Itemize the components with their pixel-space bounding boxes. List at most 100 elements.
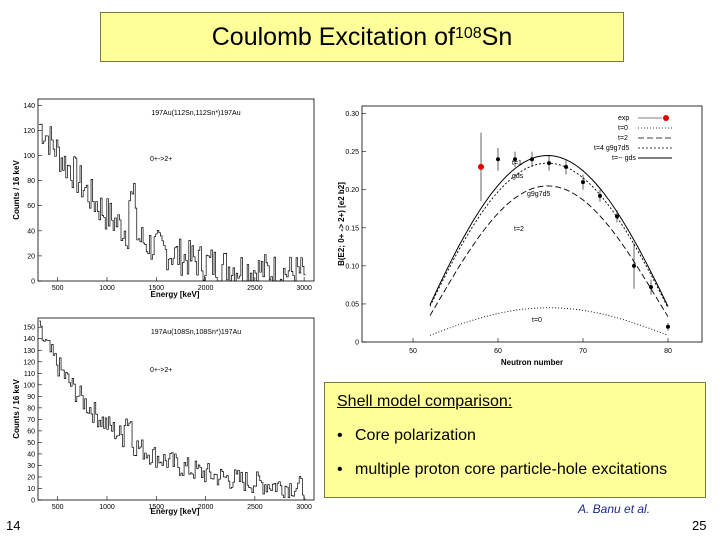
- x-tick-label: 1500: [148, 504, 164, 511]
- y-tick-label: 0: [31, 498, 35, 505]
- y-tick-label: 110: [24, 371, 35, 378]
- y-tick-label: 90: [27, 394, 35, 401]
- y-tick-label: 0: [31, 279, 35, 286]
- x-tick-label: 1500: [148, 285, 164, 292]
- bottom-x-label: Energy [keV]: [151, 507, 200, 516]
- y-tick-label: 0: [355, 340, 359, 347]
- shell-heading: Shell model comparison:: [337, 393, 513, 410]
- bottom-reaction-label: 197Au(108Sn,108Sn*)197Au: [151, 329, 241, 336]
- top-transition-label: 0+->2+: [150, 156, 172, 163]
- y-tick-label: 30: [27, 463, 35, 470]
- x-tick-label: 1000: [99, 504, 115, 511]
- x-tick-label: 2000: [198, 285, 214, 292]
- x-tick-label: 500: [52, 285, 64, 292]
- legend-exp: exp: [618, 115, 629, 122]
- be2-data-point: [632, 263, 636, 268]
- be2-data-point: [581, 180, 585, 185]
- bullet-text: Core polarization: [355, 427, 476, 444]
- be2-data-point-exp: [478, 163, 484, 170]
- credit-text: A. Banu et al.: [578, 502, 651, 516]
- spectrum-top: 197Au(112Sn,112Sn*)197Au 0+->2+ 0 20 40 60 8…: [10, 95, 322, 300]
- be2-data-point: [666, 324, 670, 329]
- y-tick-label: 150: [23, 325, 35, 332]
- x-tick-label: 2500: [247, 504, 263, 511]
- be2-data-point: [496, 157, 500, 162]
- be2-data-point: [513, 157, 517, 162]
- y-tick-label: 50: [27, 440, 35, 447]
- y-tick-label: 60: [27, 203, 35, 210]
- y-tick-label: 120: [23, 359, 35, 366]
- spectrum-bottom: 197Au(108Sn,108Sn*)197Au 0+->2+ 0 10 20 30 4…: [10, 314, 322, 519]
- y-tick-label: 120: [23, 128, 35, 135]
- label-gds: gds: [512, 173, 524, 180]
- x-tick-label: 50: [409, 348, 417, 355]
- top-x-ticks: 500 1000 1500 2000 2500 3000: [52, 277, 312, 292]
- shell-model-box: Shell model comparison: • Core polarizati…: [324, 382, 706, 498]
- bottom-y-ticks: 0 10 20 30 40 50 60 70 80 90 100 110 120 130 140 150: [23, 325, 42, 505]
- be2-legend: exp t=0 t=2 t=4 g9g7d5 t=-- gds: [594, 115, 672, 162]
- x-tick-label: 80: [664, 348, 672, 355]
- x-tick-label: 3000: [296, 504, 312, 511]
- y-tick-label: 0.05: [345, 301, 359, 308]
- shell-bullet-list: • Core polarization • multiple proton core…: [337, 427, 693, 479]
- y-tick-label: 70: [27, 417, 35, 424]
- y-tick-label: 130: [23, 348, 35, 355]
- page-number-right: 25: [692, 518, 707, 533]
- y-tick-label: 60: [27, 428, 35, 435]
- x-tick-label: 3000: [296, 285, 312, 292]
- be2-x-label: Neutron number: [501, 358, 563, 367]
- y-tick-label: 40: [27, 451, 35, 458]
- bullet-item: • multiple proton core particle-hole exci…: [337, 461, 693, 479]
- bullet-icon: •: [337, 427, 343, 444]
- label-t0: t=0: [532, 317, 542, 324]
- y-tick-label: 100: [23, 153, 35, 160]
- title-banner: Coulomb Excitation of 108 Sn: [100, 12, 624, 62]
- be2-data-point: [530, 157, 534, 162]
- bullet-icon: •: [337, 461, 343, 478]
- y-tick-label: 140: [23, 336, 35, 343]
- label-t2: t=2: [514, 226, 524, 233]
- top-reaction-label: 197Au(112Sn,112Sn*)197Au: [151, 110, 240, 117]
- y-tick-label: 10: [27, 486, 35, 493]
- x-tick-label: 500: [52, 504, 64, 511]
- legend-t2: t=2: [618, 135, 628, 142]
- y-tick-label: 20: [27, 253, 35, 260]
- y-tick-label: 0.25: [345, 149, 359, 156]
- y-tick-label: 0.10: [345, 263, 359, 270]
- legend-gds: t=-- gds: [612, 155, 636, 162]
- y-tick-label: 140: [23, 103, 35, 110]
- be2-data-points: [478, 132, 670, 331]
- y-tick-label: 0.20: [345, 187, 359, 194]
- top-y-label: Counts / 16 keV: [12, 160, 21, 220]
- legend-exp-marker: [663, 115, 669, 121]
- be2-data-point: [615, 214, 619, 219]
- be2-plot: 0 0.05 0.10 0.15 0.20 0.25 0.30 50 60 70 80 t=1 g…: [332, 100, 710, 372]
- label-g9g7d5: g9g7d5: [527, 191, 550, 198]
- bottom-x-ticks: 500 1000 1500 2000 2500 3000: [52, 496, 312, 511]
- top-x-label: Energy [keV]: [151, 290, 200, 299]
- bullet-item: • Core polarization: [337, 427, 693, 445]
- legend-t0: t=0: [618, 125, 628, 132]
- y-tick-label: 80: [27, 178, 35, 185]
- top-y-ticks: 0 20 40 60 80 100 120 140: [23, 103, 42, 286]
- label-t1: t=1: [512, 160, 522, 167]
- y-tick-label: 80: [27, 405, 35, 412]
- x-tick-label: 2000: [198, 504, 214, 511]
- x-tick-label: 70: [579, 348, 587, 355]
- y-tick-label: 20: [27, 474, 35, 481]
- y-tick-label: 0.30: [345, 111, 359, 118]
- x-tick-label: 1000: [99, 285, 115, 292]
- be2-data-point: [564, 164, 568, 169]
- bottom-y-label: Counts / 16 keV: [12, 379, 21, 439]
- title-isotope-symbol: Sn: [481, 22, 513, 51]
- legend-t4: t=4 g9g7d5: [594, 145, 629, 152]
- y-tick-label: 40: [27, 228, 35, 235]
- y-tick-label: 100: [23, 382, 35, 389]
- x-tick-label: 2500: [247, 285, 263, 292]
- be2-x-ticks: 50 60 70 80: [409, 338, 672, 355]
- be2-data-point: [598, 193, 602, 198]
- x-tick-label: 60: [494, 348, 502, 355]
- be2-y-label: B(E2; 0+ -> 2+) [e2 b2]: [337, 182, 346, 266]
- title-text: Coulomb Excitation of: [211, 22, 455, 51]
- y-tick-label: 0.15: [345, 225, 359, 232]
